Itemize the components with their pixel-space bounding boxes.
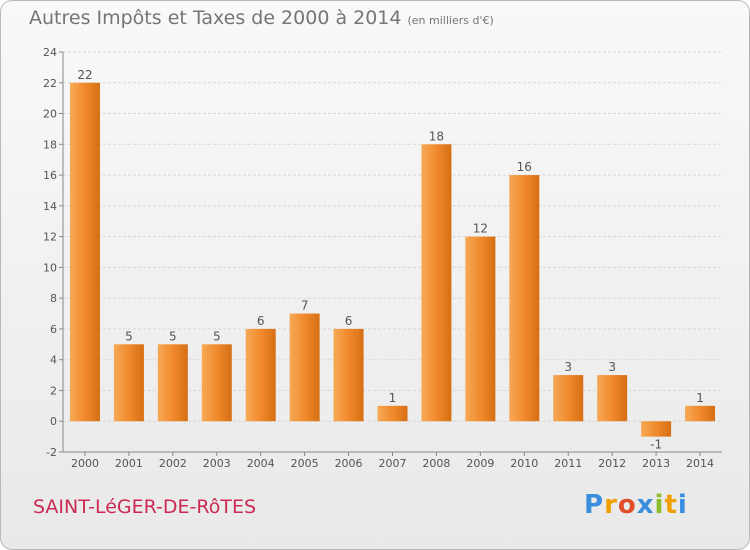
x-tick-label: 2003 xyxy=(203,457,231,470)
x-tick-label: 2000 xyxy=(71,457,99,470)
x-tick-label: 2010 xyxy=(510,457,538,470)
bar xyxy=(465,236,496,422)
x-tick-label: 2008 xyxy=(422,457,450,470)
bar xyxy=(245,328,276,422)
y-tick-label: 0 xyxy=(50,415,57,428)
data-label: 6 xyxy=(345,314,353,328)
bar xyxy=(597,375,628,422)
y-tick-label: 4 xyxy=(50,354,57,367)
bar xyxy=(553,375,584,422)
data-label: 12 xyxy=(473,222,488,236)
data-label: 3 xyxy=(608,360,616,374)
y-tick-label: 2 xyxy=(50,384,57,397)
commune-name: SAINT-LéGER-DE-RôTES xyxy=(33,496,257,518)
logo-letter: r xyxy=(604,490,618,520)
y-tick-label: 18 xyxy=(43,138,57,151)
data-label: 5 xyxy=(169,329,177,343)
data-label: 1 xyxy=(389,391,397,405)
data-label: 6 xyxy=(257,314,265,328)
chart-unit: (en milliers d'€) xyxy=(407,14,494,27)
x-tick-label: 2001 xyxy=(115,457,143,470)
logo-letter: i xyxy=(677,490,688,520)
logo-letter: t xyxy=(664,490,678,520)
bar xyxy=(69,82,100,422)
y-tick-label: 6 xyxy=(50,323,57,336)
logo-letter: o xyxy=(617,490,637,520)
bar xyxy=(201,344,232,422)
y-tick-label: -2 xyxy=(46,446,57,459)
x-tick-label: 2012 xyxy=(598,457,626,470)
x-tick-label: 2011 xyxy=(554,457,582,470)
bar xyxy=(157,344,188,422)
y-tick-label: 12 xyxy=(43,231,57,244)
bar xyxy=(377,405,408,422)
bar xyxy=(113,344,144,422)
x-tick-label: 2005 xyxy=(291,457,319,470)
data-label: 22 xyxy=(77,68,92,82)
y-tick-label: 8 xyxy=(50,292,57,305)
bar xyxy=(685,405,716,422)
data-label: 3 xyxy=(564,360,572,374)
data-label: 7 xyxy=(301,299,309,313)
data-label: 16 xyxy=(517,160,532,174)
bar xyxy=(509,175,540,422)
x-tick-label: 2002 xyxy=(159,457,187,470)
data-label: 1 xyxy=(696,391,704,405)
data-label: 5 xyxy=(125,329,133,343)
x-tick-label: 2007 xyxy=(379,457,407,470)
data-label: 18 xyxy=(429,129,444,143)
y-tick-label: 16 xyxy=(43,169,57,182)
x-tick-label: 2006 xyxy=(335,457,363,470)
bar xyxy=(289,313,320,422)
data-label: 5 xyxy=(213,329,221,343)
y-tick-label: 22 xyxy=(43,77,57,90)
bar xyxy=(641,421,672,437)
y-tick-label: 14 xyxy=(43,200,57,213)
data-label: -1 xyxy=(650,438,662,452)
x-tick-label: 2009 xyxy=(466,457,494,470)
bar xyxy=(333,328,364,422)
bar xyxy=(421,144,452,422)
chart-title-text: Autres Impôts et Taxes de 2000 à 2014 xyxy=(29,7,402,29)
y-tick-label: 20 xyxy=(43,108,57,121)
logo-letter: x xyxy=(636,490,655,520)
chart-title: Autres Impôts et Taxes de 2000 à 2014 (en… xyxy=(29,7,494,29)
x-tick-label: 2004 xyxy=(247,457,275,470)
logo-letter: i xyxy=(654,490,665,520)
proxiti-logo: Proxiti xyxy=(584,490,688,520)
y-tick-label: 10 xyxy=(43,261,57,274)
y-tick-label: 24 xyxy=(43,46,57,59)
x-tick-label: 2014 xyxy=(686,457,714,470)
logo-letter: P xyxy=(584,490,605,520)
x-tick-label: 2013 xyxy=(642,457,670,470)
